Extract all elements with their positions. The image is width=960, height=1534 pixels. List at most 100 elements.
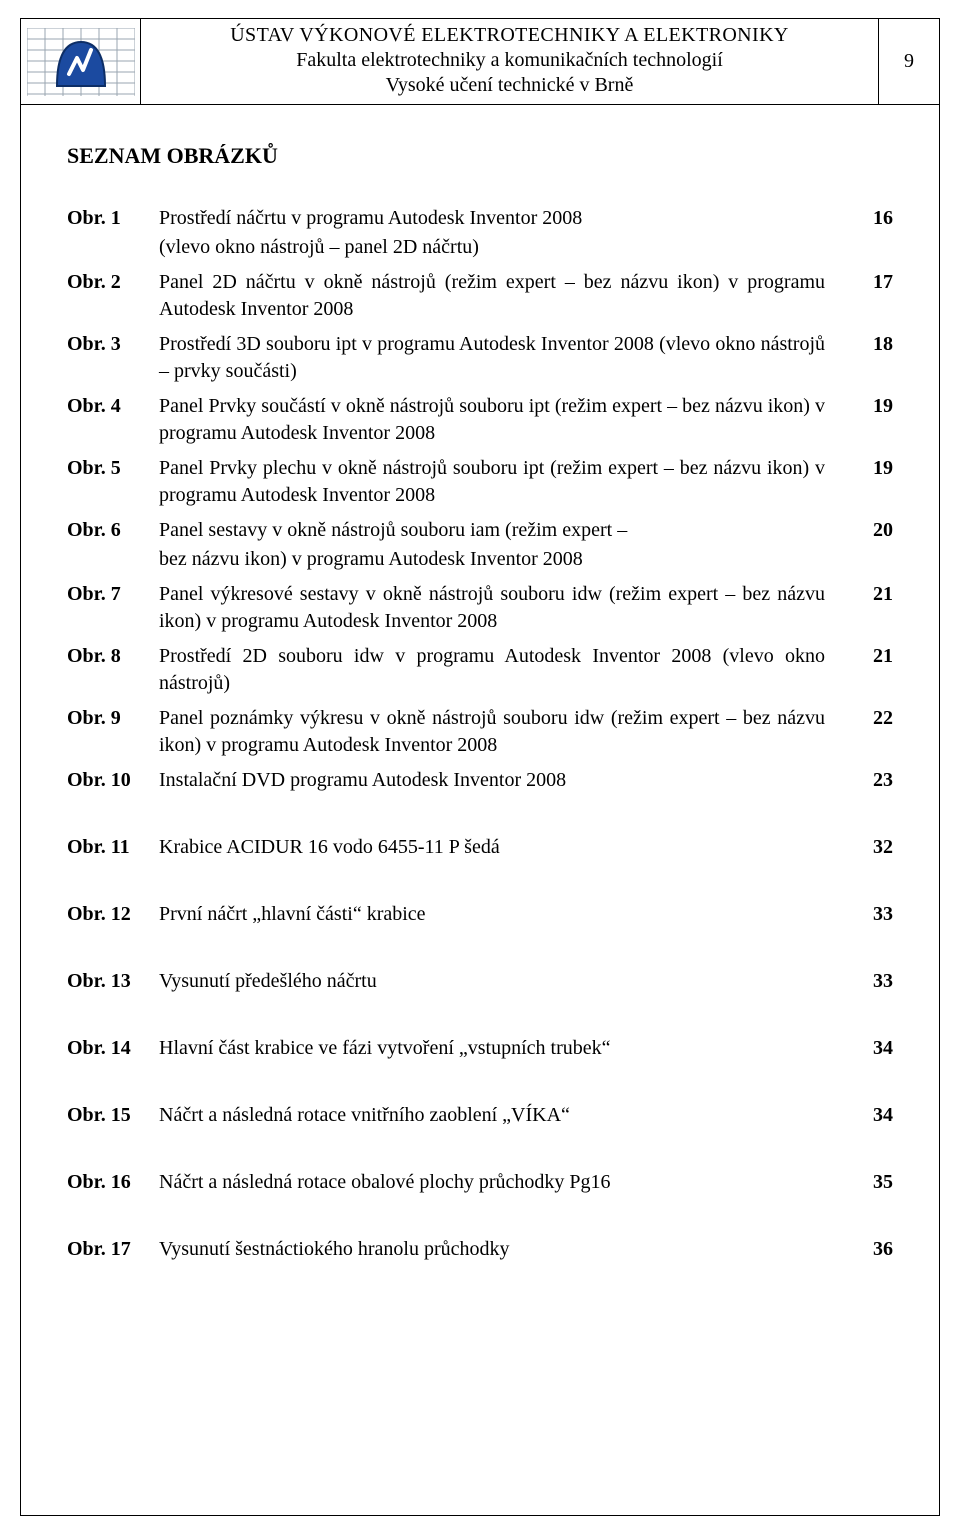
figure-description-text: Hlavní část krabice ve fázi vytvoření „v… — [159, 1037, 611, 1059]
figure-description-text: Panel výkresové sestavy v okně nástrojů … — [159, 583, 825, 632]
figure-label: Obr. 3 — [67, 331, 159, 358]
figure-description: Panel 2D náčrtu v okně nástrojů (režim e… — [159, 269, 845, 323]
figure-description: Vysunutí šestnáctiokého hranolu průchodk… — [159, 1236, 845, 1263]
figure-label: Obr. 1 — [67, 205, 159, 232]
figure-page: 19 — [845, 393, 893, 420]
header-title-line2: Fakulta elektrotechniky a komunikačních … — [147, 48, 872, 73]
figure-entry: Obr. 15Náčrt a následná rotace vnitřního… — [67, 1102, 893, 1129]
figure-description: Prostředí 3D souboru ipt v programu Auto… — [159, 331, 845, 385]
figure-page: 16 — [845, 205, 893, 232]
figure-page: 33 — [845, 901, 893, 928]
figure-label: Obr. 8 — [67, 643, 159, 670]
figure-label: Obr. 11 — [67, 834, 159, 861]
figure-description-text: Panel sestavy v okně nástrojů souboru ia… — [159, 519, 627, 541]
figure-entry: Obr. 11Krabice ACIDUR 16 vodo 6455-11 P … — [67, 834, 893, 861]
figure-page: 20 — [845, 517, 893, 544]
figure-description: Panel poznámky výkresu v okně nástrojů s… — [159, 705, 845, 759]
figure-entry: Obr. 13Vysunutí předešlého náčrtu 33 — [67, 968, 893, 995]
figure-label: Obr. 17 — [67, 1236, 159, 1263]
figure-page: 35 — [845, 1169, 893, 1196]
figure-label: Obr. 9 — [67, 705, 159, 732]
figure-description-text: První náčrt „hlavní části“ krabice — [159, 903, 426, 925]
logo-cell — [21, 19, 141, 104]
figure-description-text: Panel 2D náčrtu v okně nástrojů (režim e… — [159, 271, 825, 320]
figure-description: Panel výkresové sestavy v okně nástrojů … — [159, 581, 845, 635]
header-page-number: 9 — [878, 19, 939, 104]
figure-label: Obr. 4 — [67, 393, 159, 420]
figure-entry: Obr. 12První náčrt „hlavní části“ krabic… — [67, 901, 893, 928]
figure-label: Obr. 12 — [67, 901, 159, 928]
figure-description-text: Náčrt a následná rotace obalové plochy p… — [159, 1171, 611, 1193]
figure-entry: Obr. 3Prostředí 3D souboru ipt v program… — [67, 331, 893, 385]
figure-label: Obr. 6 — [67, 517, 159, 544]
figure-page: 21 — [845, 581, 893, 608]
university-logo-icon — [27, 28, 135, 96]
figure-description: Panel Prvky plechu v okně nástrojů soubo… — [159, 455, 845, 509]
figure-page: 19 — [845, 455, 893, 482]
figure-entry: Obr. 5Panel Prvky plechu v okně nástrojů… — [67, 455, 893, 509]
figure-entry: Obr. 14Hlavní část krabice ve fázi vytvo… — [67, 1035, 893, 1062]
figure-page: 22 — [845, 705, 893, 732]
figure-entry: Obr. 1Prostředí náčrtu v programu Autode… — [67, 205, 893, 261]
section-title: SEZNAM OBRÁZKŮ — [67, 143, 893, 169]
figure-description-text: Krabice ACIDUR 16 vodo 6455-11 P šedá — [159, 836, 500, 858]
figure-page: 32 — [845, 834, 893, 861]
figure-label: Obr. 7 — [67, 581, 159, 608]
figure-label: Obr. 16 — [67, 1169, 159, 1196]
figure-description-subline: bez názvu ikon) v programu Autodesk Inve… — [159, 546, 825, 573]
figure-description-text: Panel Prvky plechu v okně nástrojů soubo… — [159, 457, 825, 506]
figure-description: Náčrt a následná rotace obalové plochy p… — [159, 1169, 845, 1196]
header-title-line1: ÚSTAV VÝKONOVÉ ELEKTROTECHNIKY A ELEKTRO… — [147, 23, 872, 48]
figure-entry: Obr. 2Panel 2D náčrtu v okně nástrojů (r… — [67, 269, 893, 323]
figure-entry: Obr. 4Panel Prvky součástí v okně nástro… — [67, 393, 893, 447]
figure-page: 34 — [845, 1035, 893, 1062]
figure-description-text: Vysunutí předešlého náčrtu — [159, 970, 377, 992]
figure-description: Hlavní část krabice ve fázi vytvoření „v… — [159, 1035, 845, 1062]
page-border: ÚSTAV VÝKONOVÉ ELEKTROTECHNIKY A ELEKTRO… — [20, 18, 940, 1516]
figure-entry: Obr. 6Panel sestavy v okně nástrojů soub… — [67, 517, 893, 573]
figure-description-text: Náčrt a následná rotace vnitřního zaoble… — [159, 1104, 570, 1126]
figure-entry: Obr. 10Instalační DVD programu Autodesk … — [67, 767, 893, 794]
figure-page: 33 — [845, 968, 893, 995]
figure-description: Panel Prvky součástí v okně nástrojů sou… — [159, 393, 845, 447]
header-title-line3: Vysoké učení technické v Brně — [147, 73, 872, 98]
figure-page: 18 — [845, 331, 893, 358]
figure-label: Obr. 10 — [67, 767, 159, 794]
figure-description-subline: (vlevo okno nástrojů – panel 2D náčrtu) — [159, 234, 825, 261]
figure-label: Obr. 14 — [67, 1035, 159, 1062]
figure-description-text: Panel poznámky výkresu v okně nástrojů s… — [159, 707, 825, 756]
list-of-figures: Obr. 1Prostředí náčrtu v programu Autode… — [67, 205, 893, 1263]
figure-description-text: Prostředí 3D souboru ipt v programu Auto… — [159, 333, 825, 382]
page-body: SEZNAM OBRÁZKŮ Obr. 1Prostředí náčrtu v … — [21, 105, 939, 1299]
figure-description: Prostředí 2D souboru idw v programu Auto… — [159, 643, 845, 697]
figure-description: Prostředí náčrtu v programu Autodesk Inv… — [159, 205, 845, 261]
figure-entry: Obr. 8Prostředí 2D souboru idw v program… — [67, 643, 893, 697]
header-title: ÚSTAV VÝKONOVÉ ELEKTROTECHNIKY A ELEKTRO… — [141, 19, 878, 104]
figure-label: Obr. 5 — [67, 455, 159, 482]
figure-description-text: Instalační DVD programu Autodesk Invento… — [159, 769, 566, 791]
figure-page: 34 — [845, 1102, 893, 1129]
figure-description: První náčrt „hlavní části“ krabice — [159, 901, 845, 928]
figure-description: Instalační DVD programu Autodesk Invento… — [159, 767, 845, 794]
header: ÚSTAV VÝKONOVÉ ELEKTROTECHNIKY A ELEKTRO… — [21, 19, 939, 105]
figure-description: Náčrt a následná rotace vnitřního zaoble… — [159, 1102, 845, 1129]
figure-label: Obr. 13 — [67, 968, 159, 995]
figure-entry: Obr. 7Panel výkresové sestavy v okně nás… — [67, 581, 893, 635]
figure-description: Vysunutí předešlého náčrtu — [159, 968, 845, 995]
figure-page: 36 — [845, 1236, 893, 1263]
figure-description-text: Vysunutí šestnáctiokého hranolu průchodk… — [159, 1238, 510, 1260]
figure-entry: Obr. 16Náčrt a následná rotace obalové p… — [67, 1169, 893, 1196]
figure-description: Krabice ACIDUR 16 vodo 6455-11 P šedá — [159, 834, 845, 861]
figure-page: 21 — [845, 643, 893, 670]
figure-description-text: Prostředí 2D souboru idw v programu Auto… — [159, 645, 825, 694]
page-root: ÚSTAV VÝKONOVÉ ELEKTROTECHNIKY A ELEKTRO… — [0, 18, 960, 1516]
figure-description: Panel sestavy v okně nástrojů souboru ia… — [159, 517, 845, 573]
figure-page: 17 — [845, 269, 893, 296]
figure-label: Obr. 2 — [67, 269, 159, 296]
figure-page: 23 — [845, 767, 893, 794]
figure-entry: Obr. 17Vysunutí šestnáctiokého hranolu p… — [67, 1236, 893, 1263]
figure-label: Obr. 15 — [67, 1102, 159, 1129]
figure-description-text: Prostředí náčrtu v programu Autodesk Inv… — [159, 207, 582, 229]
figure-description-text: Panel Prvky součástí v okně nástrojů sou… — [159, 395, 825, 444]
figure-entry: Obr. 9Panel poznámky výkresu v okně nást… — [67, 705, 893, 759]
